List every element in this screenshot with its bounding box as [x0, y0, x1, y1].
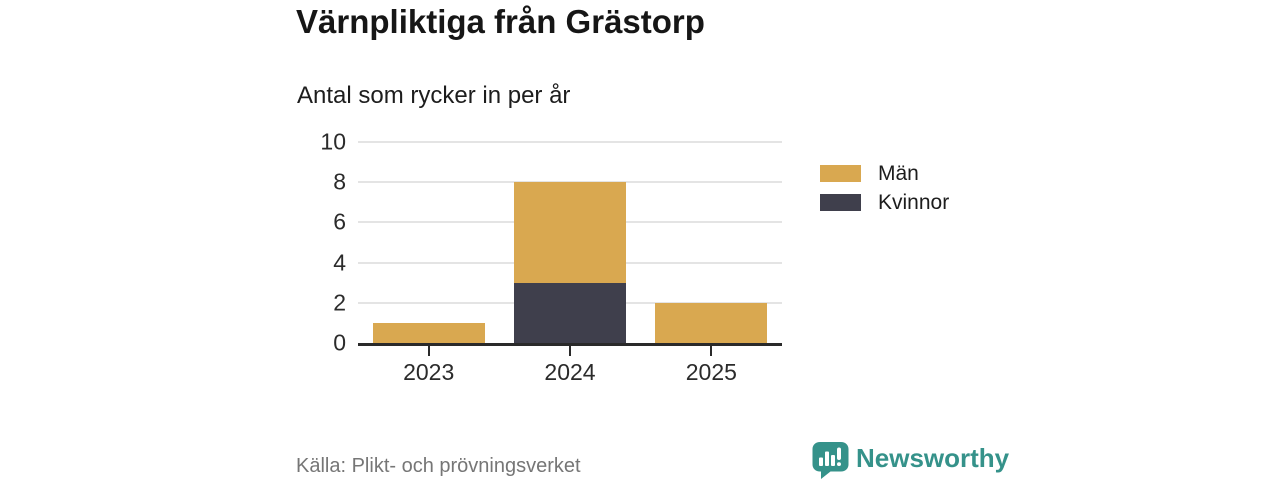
- category-column-2023: 2023: [358, 142, 499, 385]
- x-axis-tick-2023: [427, 346, 430, 356]
- category-column-2025: 2025: [641, 142, 782, 385]
- bar-segment-men-2025: [655, 302, 768, 343]
- legend: Män Kvinnor: [820, 161, 950, 221]
- legend-item-men: Män: [820, 161, 949, 185]
- gridline-8: [358, 181, 782, 184]
- legend-swatch-men: [820, 165, 861, 182]
- brand-footer: Newsworthy: [812, 441, 1009, 479]
- x-axis-tick-2024: [568, 346, 571, 356]
- y-axis-label-8: 8: [333, 168, 346, 195]
- stacked-bar-2025: [655, 142, 768, 343]
- chart-subtitle: Antal som rycker in per år: [297, 82, 571, 109]
- plot-area: 0 2 4 6 8 10 2023 2024 2025: [320, 130, 782, 385]
- x-axis-label-2023: 2023: [403, 359, 455, 385]
- gridline-10: [358, 141, 782, 143]
- x-axis-label-2024: 2024: [544, 359, 596, 385]
- bar-segment-women-2024: [513, 282, 626, 343]
- bar-segment-men-2024: [513, 182, 626, 283]
- legend-label-men: Män: [878, 161, 919, 185]
- newsworthy-logo-icon: [812, 442, 849, 479]
- category-column-2024: 2024: [499, 142, 640, 385]
- source-note: Källa: Plikt- och prövningsverket: [296, 455, 581, 477]
- x-axis-label-2025: 2025: [685, 359, 737, 385]
- stacked-bar-2023: [372, 142, 485, 343]
- stacked-bar-2024: [513, 142, 626, 343]
- y-axis-label-0: 0: [333, 329, 346, 356]
- legend-swatch-women: [820, 194, 861, 211]
- y-axis-label-6: 6: [333, 208, 346, 235]
- chart-title: Värnpliktiga från Grästorp: [296, 3, 705, 40]
- legend-item-women: Kvinnor: [820, 190, 950, 214]
- y-axis-label-4: 4: [333, 249, 346, 276]
- y-axis-label-2: 2: [333, 289, 346, 316]
- legend-label-women: Kvinnor: [878, 190, 950, 214]
- y-axis-label-10: 10: [320, 128, 346, 155]
- brand-name: Newsworthy: [856, 443, 1010, 473]
- bar-segment-men-2023: [372, 322, 485, 343]
- x-axis-tick-2025: [710, 346, 713, 356]
